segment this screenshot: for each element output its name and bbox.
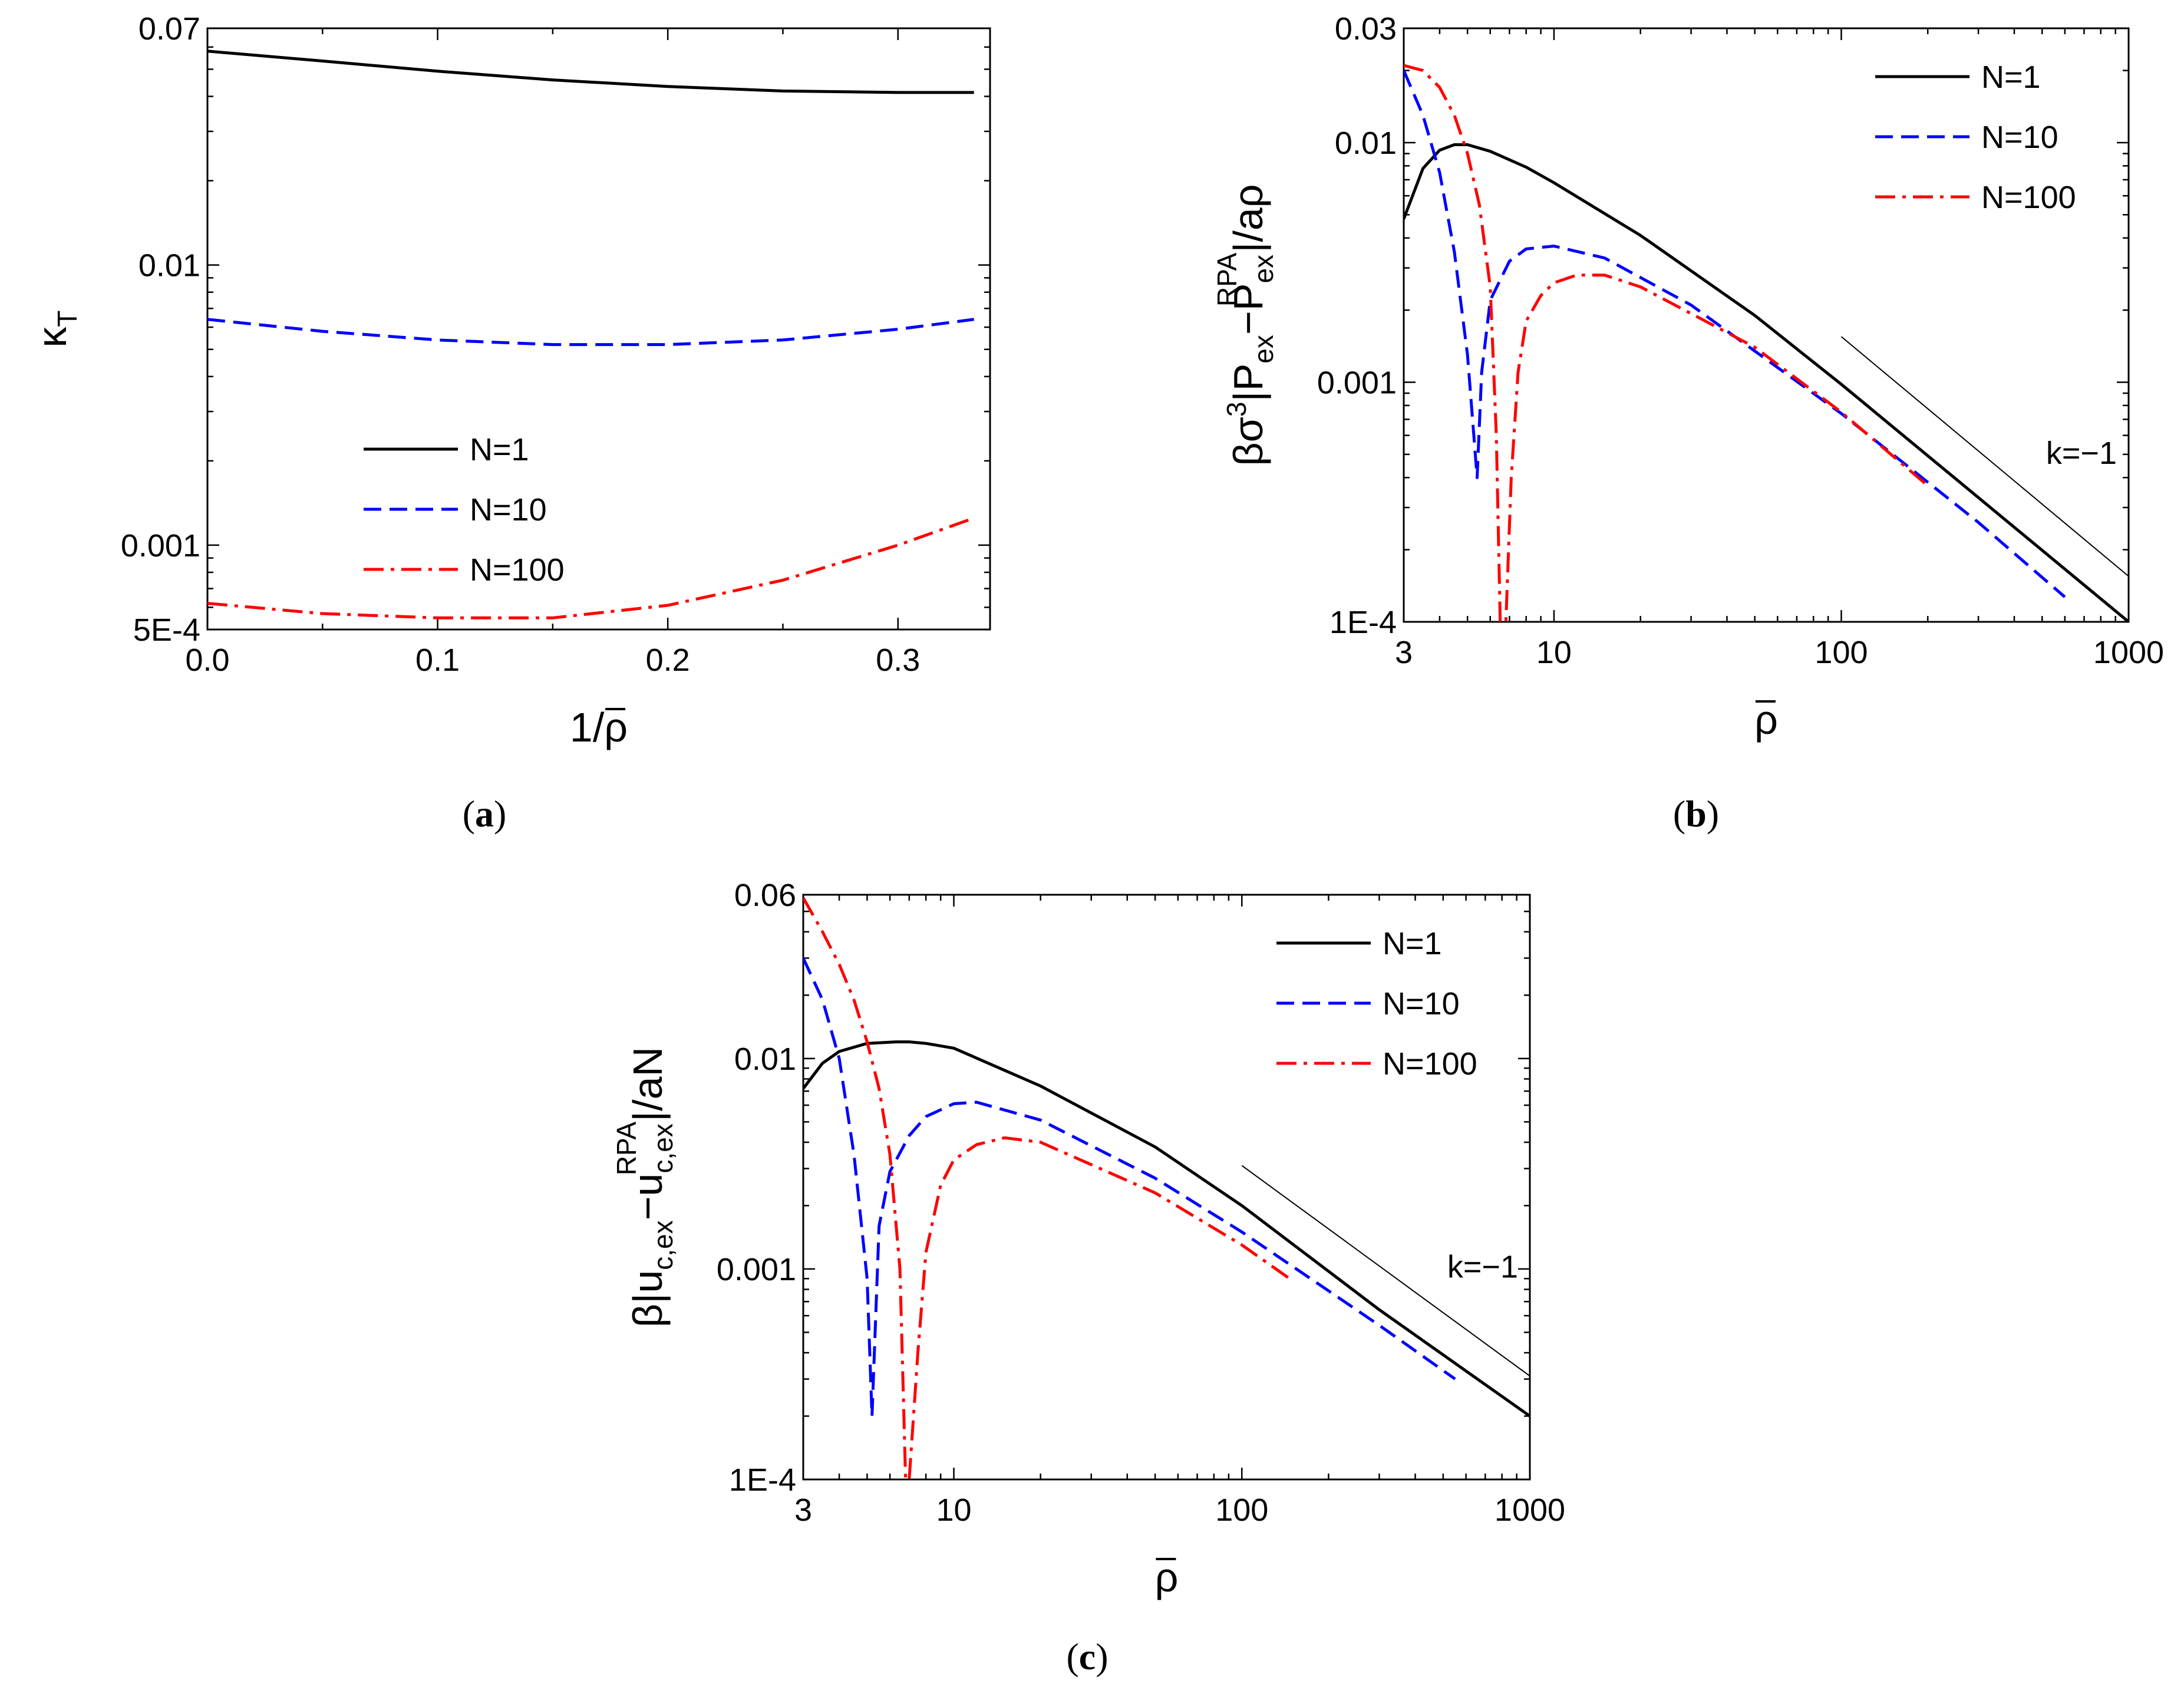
axes-frame xyxy=(802,894,1531,1481)
panel-label: (a) xyxy=(463,793,507,835)
y-tick-label: 0.03 xyxy=(1335,11,1397,47)
y-tick-label: 0.001 xyxy=(1317,365,1397,400)
y-tick-label: 0.01 xyxy=(734,1042,796,1077)
x-axis-title: 1/ρ xyxy=(570,704,628,750)
y-tick-label: 0.06 xyxy=(734,878,796,913)
y-tick-label: 0.001 xyxy=(717,1252,796,1287)
x-tick-label: 3 xyxy=(1395,635,1413,670)
y-tick-label: 1E-4 xyxy=(729,1462,796,1498)
x-tick-label: 0.3 xyxy=(876,642,920,678)
y-axis-title: βσ3|Pex−PexRPA|/aρ xyxy=(1212,184,1279,466)
y-axis-title: κT xyxy=(29,310,83,347)
panel-label-letter: b xyxy=(1685,793,1707,835)
axes-frame xyxy=(206,27,991,631)
plot-area xyxy=(207,50,975,619)
x-tick-label: 1000 xyxy=(1495,1492,1565,1528)
panel-label-paren: ) xyxy=(1096,1636,1108,1677)
plot-area xyxy=(1404,64,2129,622)
plot-area xyxy=(803,897,1530,1479)
x-tick-label: 100 xyxy=(1215,1492,1268,1528)
y-title-sub: ex xyxy=(1248,255,1279,284)
panel-label-paren: ( xyxy=(1066,1636,1078,1677)
y-title-part: β|u xyxy=(625,1270,671,1327)
y-title-part: −u xyxy=(625,1174,671,1221)
panel-label-paren: ( xyxy=(463,793,475,835)
x-tick-label: 1000 xyxy=(2093,635,2164,670)
y-title-part: |/aρ xyxy=(1225,184,1271,252)
y-title-part: κ xyxy=(29,327,75,348)
slope-annotation: k=−1 xyxy=(2046,436,2117,471)
reference-slope-line xyxy=(1241,1165,1530,1377)
reference-slope-line xyxy=(1840,336,2129,577)
y-tick-label: 0.07 xyxy=(138,11,200,47)
series-line-n-100 xyxy=(1404,64,1929,622)
x-tick-label: 10 xyxy=(936,1492,972,1528)
y-tick-label: 0.001 xyxy=(121,528,200,563)
y-title-sub: c,ex xyxy=(648,1123,678,1173)
x-tick-label: 0.0 xyxy=(185,642,229,678)
series-line-n-100 xyxy=(803,897,1294,1479)
legend-label: N=10 xyxy=(470,492,547,528)
panel-label: (b) xyxy=(1673,793,1719,835)
series-line-n-1 xyxy=(207,50,974,94)
x-axis-title: ρ xyxy=(1754,697,1778,743)
y-title-part: |P xyxy=(1225,364,1271,402)
series-line-n-100 xyxy=(207,516,975,619)
x-tick-label: 10 xyxy=(1536,635,1572,670)
panel-label-paren: ) xyxy=(494,793,506,835)
panel-b: 3 10 100 10001E-40.0010.010.03ρβσ3|Pex−PexR… xyxy=(1212,11,2164,835)
legend-label: N=10 xyxy=(1383,986,1460,1021)
y-title-sub: T xyxy=(52,310,83,327)
legend-label: N=10 xyxy=(1981,120,2058,155)
legend-label: N=1 xyxy=(470,432,529,467)
y-tick-label: 5E-4 xyxy=(133,612,200,648)
y-tick-label: 0.01 xyxy=(138,248,200,284)
series-line-n-10 xyxy=(1404,70,2066,598)
panel-a: 0.0 0.1 0.2 0.3 5E-4 0.001 0.01 0.07 1/ρ κT N=1 N=1… xyxy=(29,11,991,835)
series-line-n-10 xyxy=(207,318,975,347)
panel-label-paren: ) xyxy=(1707,793,1719,835)
y-title-sub: c,ex xyxy=(648,1220,678,1270)
axes-frame xyxy=(1403,27,2130,623)
legend-label: N=1 xyxy=(1981,60,2041,95)
y-axis-title: β|uc,ex−uc,exRPA|/aN xyxy=(611,1047,678,1327)
panel-label-paren: ( xyxy=(1673,793,1685,835)
x-tick-label: 0.2 xyxy=(646,642,690,678)
x-tick-label: 0.1 xyxy=(415,642,460,678)
x-tick-label: 3 xyxy=(794,1492,812,1528)
y-title-part: |/aN xyxy=(625,1047,671,1122)
panel-label: (c) xyxy=(1066,1636,1108,1677)
panel-c: 3 10 100 10001E-40.0010.010.06ρβ|uc,ex−uc,e… xyxy=(611,878,1565,1677)
x-axis-title: ρ xyxy=(1155,1554,1179,1600)
y-title-sub: ex xyxy=(1248,335,1279,364)
series-line-n-1 xyxy=(803,1040,1530,1418)
y-title-part: −P xyxy=(1225,284,1271,335)
y-title-sup: RPA xyxy=(1212,252,1242,306)
y-tick-label: 1E-4 xyxy=(1329,605,1397,640)
slope-annotation: k=−1 xyxy=(1447,1249,1518,1284)
series-line-n-10 xyxy=(803,957,1456,1418)
panel-label-letter: c xyxy=(1079,1636,1096,1677)
x-tick-label: 100 xyxy=(1814,635,1868,670)
legend-label: N=100 xyxy=(1981,180,2076,215)
y-title-part: βσ xyxy=(1225,417,1271,466)
legend-label: N=100 xyxy=(1383,1046,1477,1082)
panel-label-letter: a xyxy=(475,793,494,835)
y-title-sup: 3 xyxy=(1221,402,1252,417)
legend-label: N=100 xyxy=(470,552,565,588)
series-line-n-1 xyxy=(1404,143,2129,622)
legend-label: N=1 xyxy=(1383,926,1442,961)
y-tick-label: 0.01 xyxy=(1335,126,1397,161)
y-title-sup: RPA xyxy=(611,1122,642,1175)
